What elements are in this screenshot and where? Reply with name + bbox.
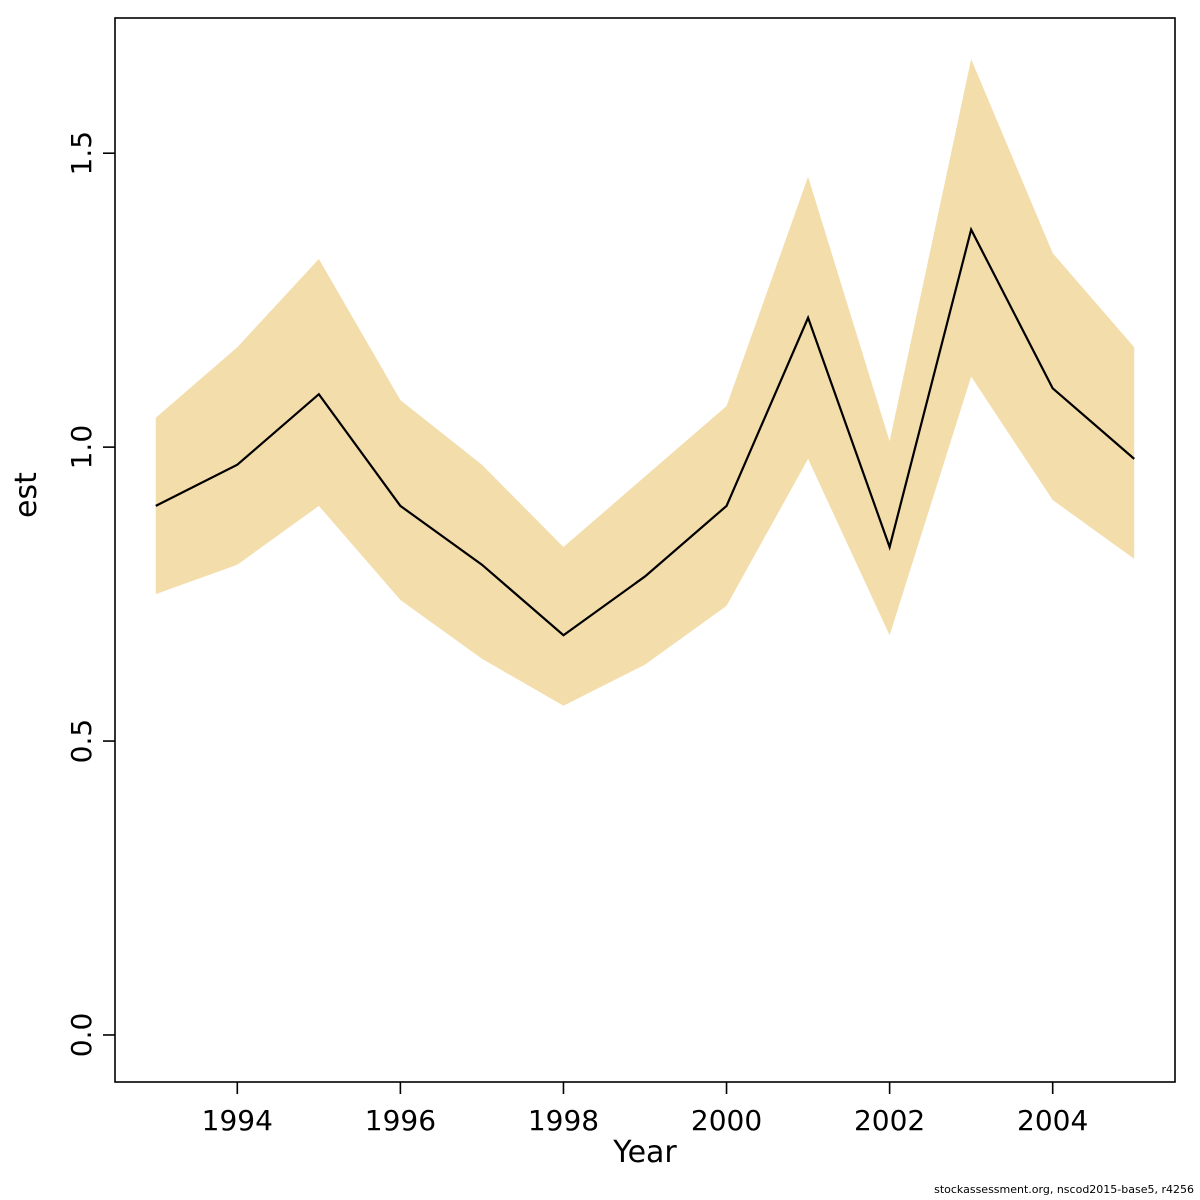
footer-attribution: stockassessment.org, nscod2015-base5, r4… — [934, 1183, 1194, 1196]
y-axis-title: est — [9, 472, 44, 518]
x-tick-label: 1998 — [528, 1104, 599, 1137]
y-tick-label: 0.5 — [65, 719, 98, 764]
x-axis-title: Year — [612, 1135, 677, 1170]
estimate-line — [155, 226, 1135, 637]
plot-border — [114, 17, 1176, 1083]
x-tick-label: 2000 — [691, 1104, 762, 1137]
x-tick-label: 2004 — [1017, 1104, 1088, 1137]
confidence-band — [155, 59, 1135, 706]
y-tick-label: 0.0 — [65, 1013, 98, 1058]
x-tick-label: 1994 — [202, 1104, 273, 1137]
x-tick-label: 1996 — [365, 1104, 436, 1137]
y-tick-label: 1.0 — [65, 425, 98, 470]
y-tick-label: 1.5 — [65, 131, 98, 176]
x-tick-label: 2002 — [854, 1104, 925, 1137]
